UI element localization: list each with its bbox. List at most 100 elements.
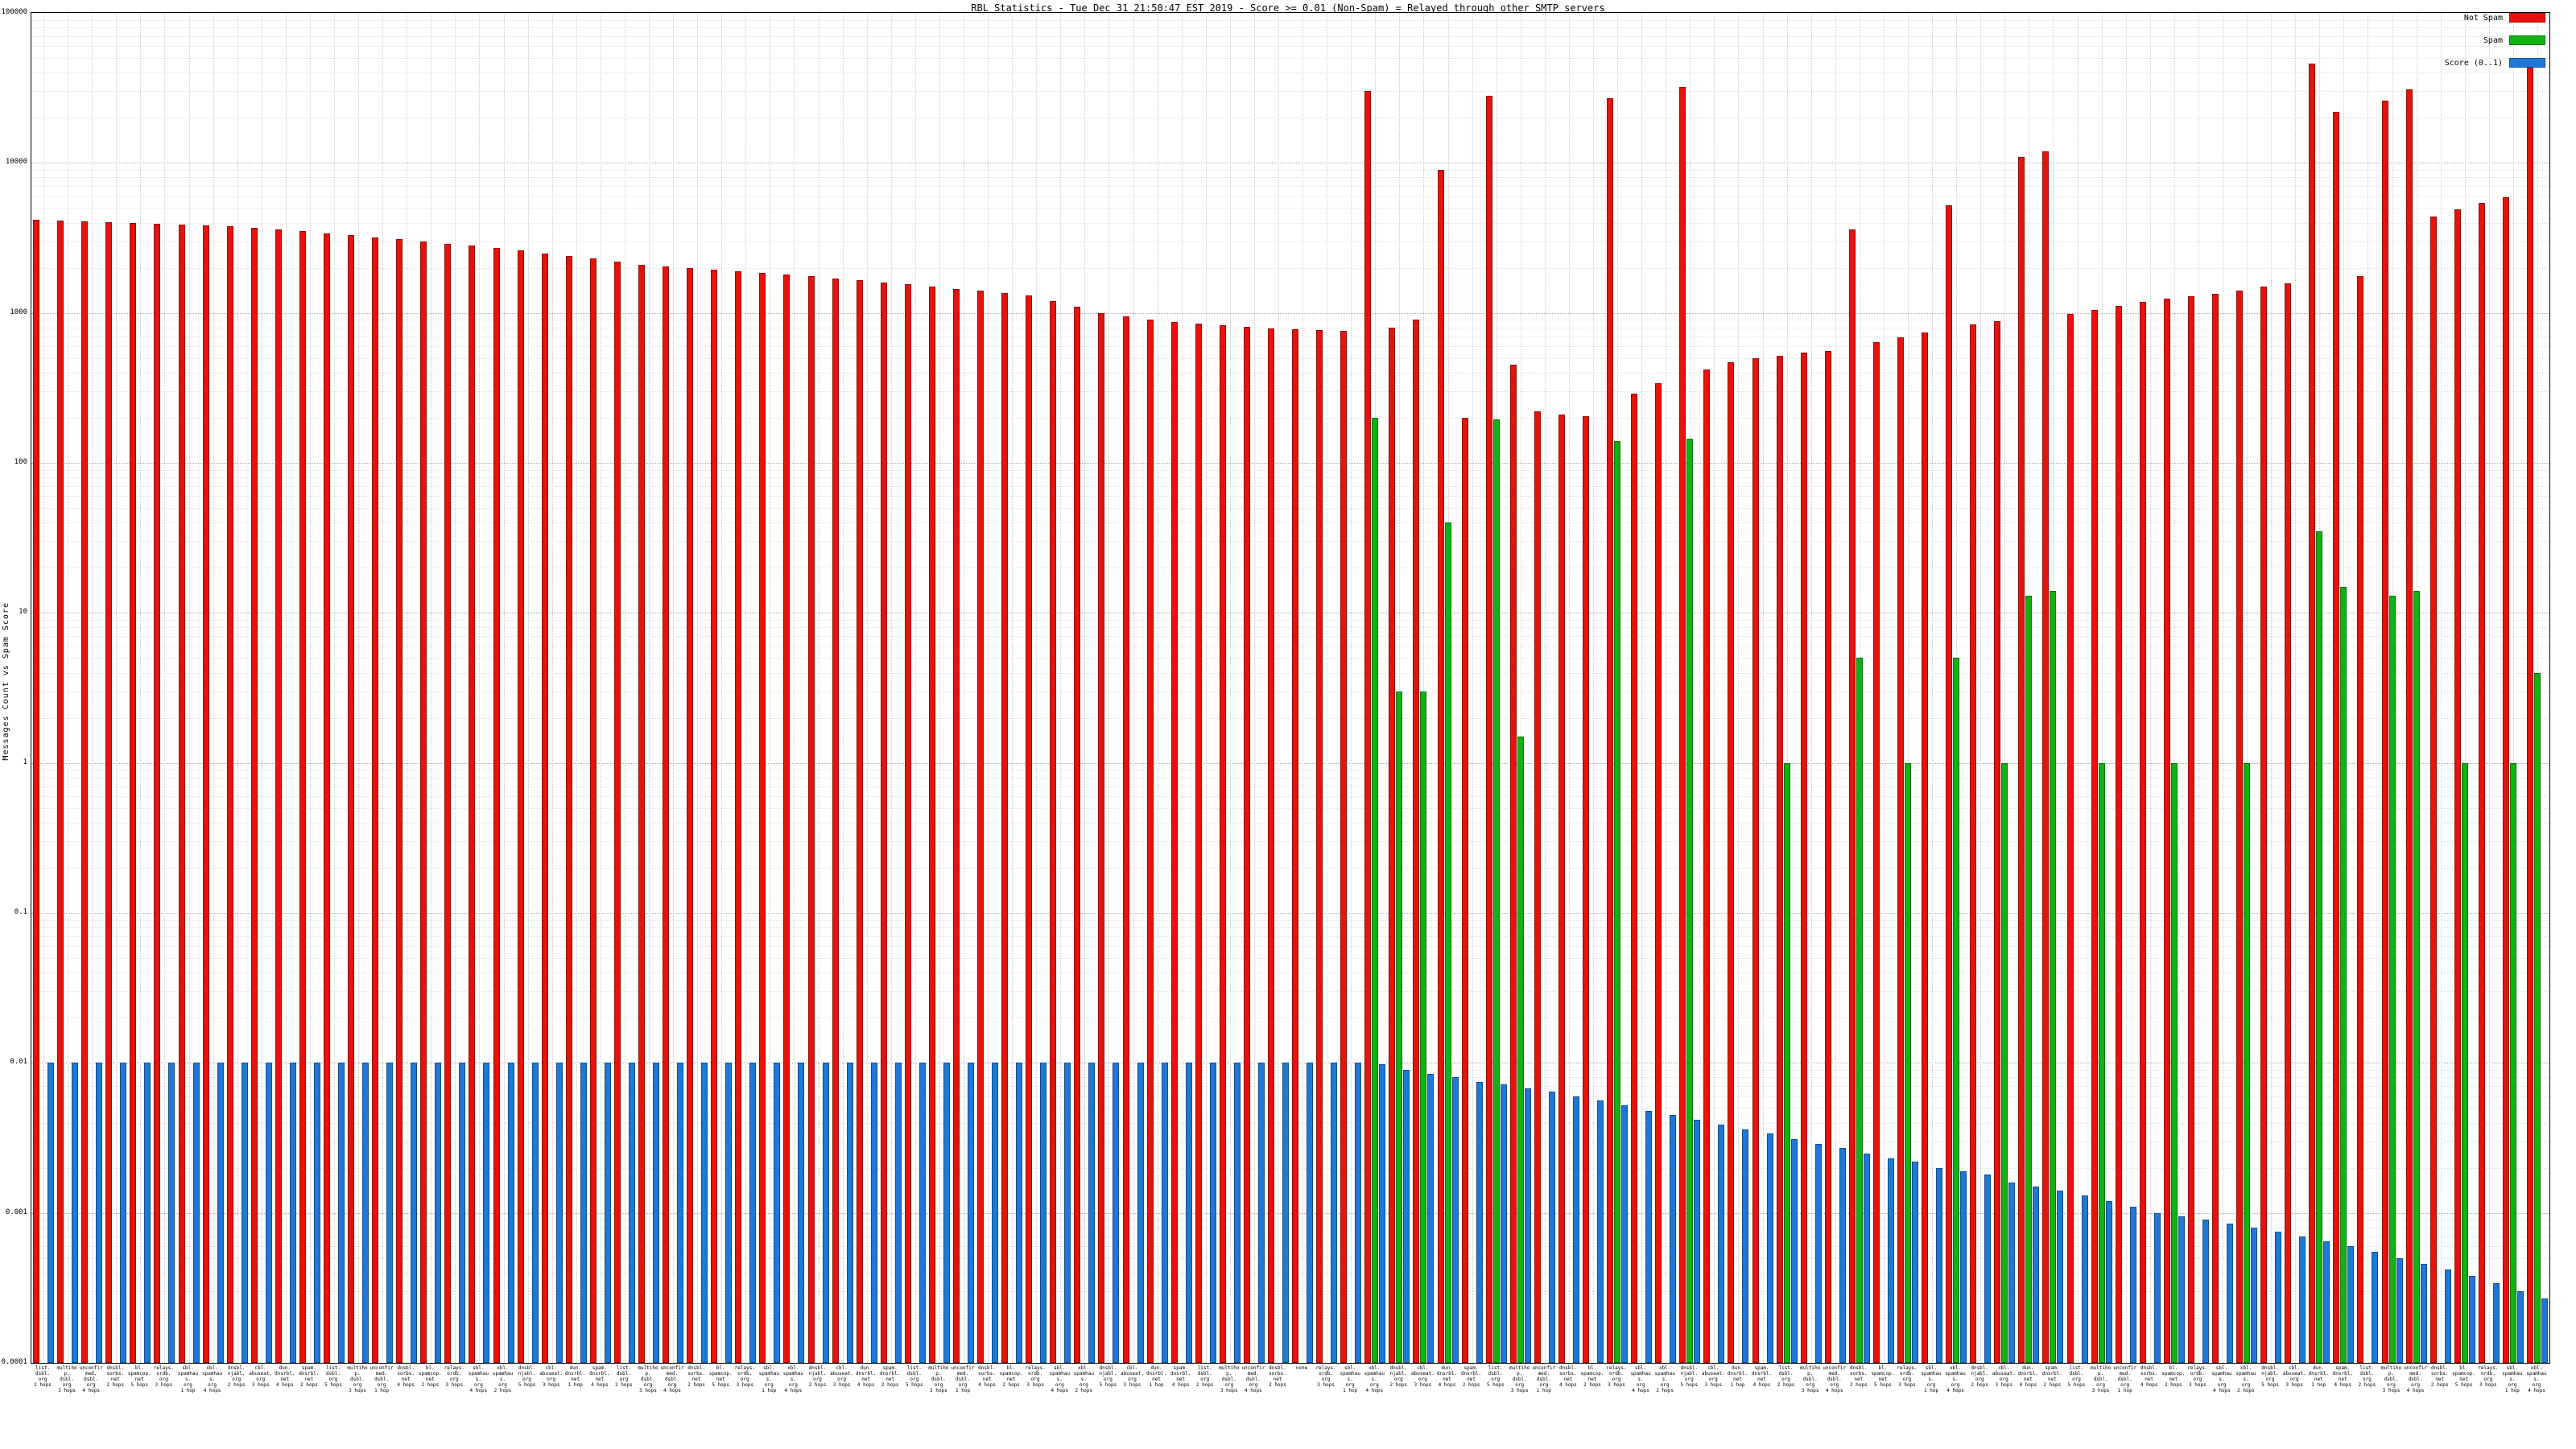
bar-not-spam bbox=[1703, 369, 1711, 1363]
x-tick-label: none bbox=[1295, 1365, 1308, 1371]
bar-score bbox=[2105, 1200, 2112, 1363]
chart-title: RBL Statistics - Tue Dec 31 21:50:47 EST… bbox=[971, 2, 1605, 14]
gridline-vertical bbox=[1568, 13, 1570, 1363]
bar-not-spam bbox=[420, 241, 427, 1363]
bar-not-spam bbox=[178, 224, 185, 1363]
gridline-minor bbox=[31, 627, 2549, 629]
bar-not-spam bbox=[2091, 309, 2098, 1363]
x-tick-label: unconfirmed. dsbl. org 4 hops bbox=[1823, 1365, 1847, 1393]
x-tick-label: sbl. spamhaus. org 1 hop bbox=[758, 1365, 779, 1393]
gridline-minor bbox=[31, 346, 2549, 347]
gridline-vertical bbox=[1786, 13, 1788, 1363]
gridline-minor bbox=[31, 27, 2549, 29]
bar-score bbox=[2468, 1276, 2475, 1363]
x-tick-label: unconfirmed. dsbl. org 4 hops bbox=[660, 1365, 684, 1393]
gridline-vertical bbox=[479, 13, 481, 1363]
bar-score bbox=[1233, 1063, 1241, 1363]
x-tick-label: xbl. spamhaus. org 2 hops bbox=[1654, 1365, 1675, 1393]
bar-not-spam bbox=[783, 275, 791, 1363]
x-tick-label: unconfirmed. dsbl. org 1 hop bbox=[2113, 1365, 2137, 1393]
gridline-vertical bbox=[1908, 13, 1909, 1363]
bar-score bbox=[241, 1063, 248, 1363]
bar-score bbox=[1984, 1174, 1992, 1363]
x-tick-label: dnsbl. sorbs. net 4 hops bbox=[978, 1365, 996, 1388]
x-tick-label: sbl. spamhaus. org 1 hop bbox=[2502, 1365, 2523, 1393]
gridline-vertical bbox=[1399, 13, 1401, 1363]
bar-not-spam bbox=[2139, 302, 2146, 1363]
gridline-vertical bbox=[1810, 13, 1812, 1363]
gridline-minor bbox=[31, 35, 2549, 37]
x-tick-label: dun. dnsrbl. net 1 hop bbox=[1727, 1365, 1748, 1388]
x-tick-label: dnsbl. njabl. org 2 hops bbox=[1971, 1365, 1989, 1388]
bar-score bbox=[1572, 1096, 1579, 1363]
x-tick-label: unconfirmed. dsbl. org 4 hops bbox=[79, 1365, 103, 1393]
bar-score bbox=[1621, 1105, 1628, 1363]
bar-spam bbox=[1614, 440, 1620, 1363]
gridline-vertical bbox=[2198, 13, 2199, 1363]
x-tick-label: dun. dnsrbl. net 4 hops bbox=[856, 1365, 877, 1388]
x-tick-label: dun. dnsrbl. net 1 hop bbox=[2308, 1365, 2329, 1388]
gridline-vertical bbox=[2295, 13, 2297, 1363]
x-tick-label: cbl. abuseat. org 3 hops bbox=[2282, 1365, 2306, 1388]
gridline-minor bbox=[31, 196, 2549, 197]
gridline-minor bbox=[31, 646, 2549, 647]
bar-not-spam bbox=[2018, 156, 2025, 1363]
bar-score bbox=[677, 1063, 683, 1363]
x-tick-label: dun. dnsrbl. net 4 hops bbox=[275, 1365, 295, 1388]
gridline-minor bbox=[31, 972, 2549, 974]
gridline-minor bbox=[31, 1122, 2549, 1124]
bar-score bbox=[483, 1063, 490, 1363]
x-tick-label: spam. dnsrbl. net 2 hops bbox=[880, 1365, 901, 1388]
gridline-minor bbox=[31, 469, 2549, 471]
bar-not-spam bbox=[299, 231, 306, 1363]
gridline-minor bbox=[31, 1272, 2549, 1274]
bar-not-spam bbox=[1534, 411, 1541, 1363]
gridline-vertical bbox=[1714, 13, 1715, 1363]
gridline-minor bbox=[31, 991, 2549, 993]
bar-score bbox=[1137, 1063, 1144, 1363]
gridline-vertical bbox=[1253, 13, 1255, 1363]
gridline-vertical bbox=[455, 13, 456, 1363]
bar-score bbox=[1403, 1069, 1410, 1363]
bar-not-spam bbox=[687, 267, 694, 1363]
bar-not-spam bbox=[1050, 300, 1057, 1363]
x-tick-label: spam. dnsrbl. net 4 hops bbox=[2332, 1365, 2353, 1388]
gridline-vertical bbox=[745, 13, 747, 1363]
x-tick-label: list. dsbl. org 5 hops bbox=[324, 1365, 342, 1388]
gridline-minor bbox=[31, 541, 2549, 543]
bar-spam bbox=[1905, 762, 1911, 1363]
x-tick-label: spam. dnsrbl. net 2 hops bbox=[1460, 1365, 1482, 1388]
gridline-vertical bbox=[988, 13, 989, 1363]
bar-not-spam bbox=[154, 223, 161, 1363]
bar-score bbox=[968, 1063, 974, 1363]
bar-score bbox=[2347, 1246, 2355, 1363]
bar-not-spam bbox=[2405, 89, 2413, 1363]
x-tick-label: xbl. spamhaus. org 4 hops bbox=[2526, 1365, 2547, 1393]
gridline-vertical bbox=[1205, 13, 1207, 1363]
gridline-vertical bbox=[1012, 13, 1013, 1363]
bar-score bbox=[1790, 1139, 1798, 1363]
bar-score bbox=[1500, 1084, 1507, 1363]
x-tick-label: relays. ordb. org 3 hops bbox=[444, 1365, 464, 1388]
gridline-minor bbox=[31, 417, 2549, 419]
bar-not-spam bbox=[1001, 293, 1009, 1363]
gridline-vertical bbox=[503, 13, 505, 1363]
bar-not-spam bbox=[1170, 321, 1178, 1363]
bar-not-spam bbox=[469, 246, 476, 1363]
x-tick-label: list. dsbl. org 5 hops bbox=[905, 1365, 923, 1388]
x-tick-label: cbl. abuseat. org 3 hops bbox=[1121, 1365, 1144, 1388]
x-tick-label: spam. dnsrbl. net 2 hops bbox=[2041, 1365, 2063, 1388]
bar-not-spam bbox=[324, 233, 330, 1363]
y-tick-label: 10 bbox=[19, 608, 27, 617]
gridline-vertical bbox=[92, 13, 93, 1363]
legend-item-score: Score (0..1) bbox=[2445, 58, 2545, 68]
gridline-minor bbox=[31, 508, 2549, 510]
gridline-vertical bbox=[1133, 13, 1134, 1363]
bar-score bbox=[2372, 1252, 2379, 1363]
bar-score bbox=[1645, 1110, 1653, 1363]
bar-not-spam bbox=[1824, 350, 1831, 1363]
y-axis-label: Messages Count vs Spam Score bbox=[2, 0, 10, 1362]
bar-score bbox=[1814, 1143, 1822, 1363]
bar-not-spam bbox=[81, 221, 89, 1363]
bar-not-spam bbox=[1679, 87, 1686, 1363]
